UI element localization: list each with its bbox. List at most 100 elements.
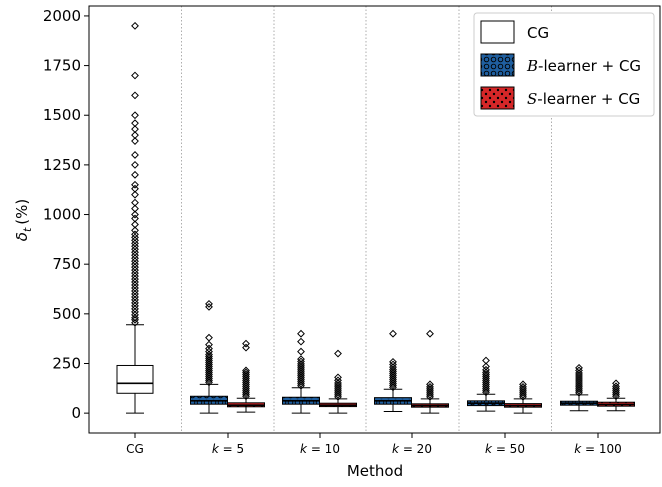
flier-point [131,230,139,239]
flier-point [131,190,139,199]
legend-swatch-cg [480,20,515,44]
legend-rest-s: -learner + CG [537,90,640,108]
box-s-learner [227,397,265,413]
flier-point [131,257,139,266]
flier-point [131,239,139,248]
flier-point [131,151,139,159]
legend-item-s-learner: S-learner + CG [480,86,640,110]
flier-point [131,251,139,260]
flier-point [131,119,139,128]
flier-point [334,376,342,385]
y-tick-label: 1250 [43,156,81,174]
flier-point [131,260,139,269]
x-tick-label-var: k [212,442,220,456]
legend-swatch-b-learner [480,53,515,77]
boxes-layer [116,324,635,414]
x-tick-label: k = 20 [392,442,432,456]
y-axis-title-unit: (%) [13,199,31,225]
x-tick-label-var: k [574,442,582,456]
flier-point [205,350,213,359]
flier-point [612,379,620,388]
y-axis: 0 250 500 750 1000 1250 1500 1750 2000 [43,7,89,422]
flier-point [131,304,139,313]
flier-point [131,226,139,235]
y-axis-title: δt (%) [13,199,34,241]
flier-point [131,299,139,307]
x-tick-label-var: k [392,442,400,456]
legend-swatch-s-learner [480,86,515,110]
flier-point [297,329,305,338]
category-separators [181,6,552,433]
flier-point [205,347,213,356]
box-b-learner [374,388,412,413]
flier-point [205,344,213,353]
x-tick-label: CG [126,442,144,456]
legend-frame [473,12,655,117]
y-axis-title-main: δ [13,232,31,241]
flier-point [389,329,397,338]
y-tick-label: 500 [52,305,81,323]
flier-point [131,248,139,257]
flier-point [131,204,139,213]
flier-point [131,214,139,223]
flier-point [131,287,139,295]
legend-label-s-learner: S-learner + CG [527,90,640,108]
box-b-learner [190,383,228,414]
flier-point [205,299,213,308]
x-tick-label: k = 50 [485,442,525,456]
flier-point [131,263,139,272]
flier-point [131,131,139,140]
legend-item-cg: CG [480,20,549,44]
flier-point [131,284,139,292]
flier-point [519,380,527,389]
flier-point [131,180,139,189]
flier-point [131,111,139,120]
flier-point [131,160,139,169]
flier-point [205,302,213,311]
flier-point [205,333,213,342]
box-s-learner [319,398,357,414]
plot-frame [88,5,661,434]
y-tick-label: 1500 [43,106,81,124]
flier-point [131,198,139,207]
flier-point [205,340,213,349]
flier-point [242,366,250,375]
x-tick-label-value: = 20 [399,442,432,456]
flier-point [575,363,583,372]
flier-point [131,220,139,229]
x-tick-label: k = 100 [574,442,622,456]
flier-point [131,275,139,283]
box-b-learner [467,393,505,412]
x-tick-label: k = 5 [212,442,244,456]
x-tick-label-var: k [300,442,308,456]
y-axis-title-sub: t [21,227,34,232]
flier-point [131,266,139,275]
flier-point [482,362,490,371]
flier-point [242,343,250,352]
flier-point [131,296,139,304]
flier-point [334,349,342,358]
legend: CG B-learner + CG S-learner + CG [473,12,655,117]
flier-point [131,301,139,310]
legend-script-s: S [527,90,537,108]
x-tick-label: k = 10 [300,442,340,456]
y-tick-label: 0 [71,404,81,422]
flier-point [389,357,397,366]
flier-point [131,71,139,80]
box-cg [116,324,154,414]
flier-point [131,278,139,286]
legend-label-b-learner: B-learner + CG [526,57,641,75]
flier-point [131,91,139,100]
flier-point [131,269,139,278]
flier-point [131,307,139,316]
flier-point [297,357,305,366]
y-tick-label: 250 [52,354,81,372]
y-tick-label: 1000 [43,206,81,224]
flier-point [131,310,139,319]
box-s-learner [411,398,449,414]
flier-point [297,337,305,346]
flier-point [131,293,139,301]
flier-point [334,373,342,382]
